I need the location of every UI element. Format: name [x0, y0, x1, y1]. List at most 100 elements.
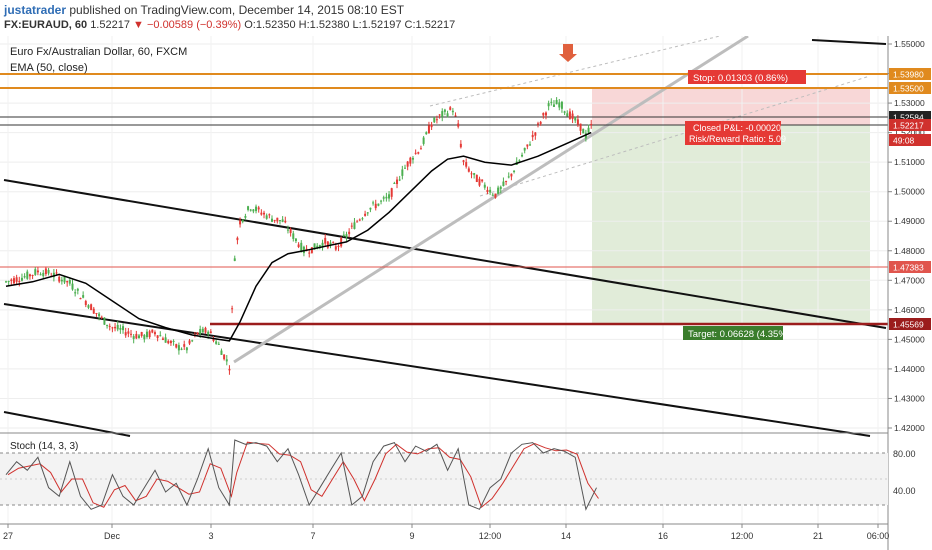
candle-body [369, 207, 372, 210]
price-box [889, 134, 931, 146]
candle-body [300, 242, 303, 252]
candle-body [590, 123, 593, 125]
candle-body [36, 270, 39, 273]
candle-body [108, 325, 111, 327]
candle-body [372, 202, 375, 204]
candle-body [433, 117, 436, 123]
candle-body [271, 218, 273, 222]
price-axis[interactable]: 1.550001.540001.530001.520001.510001.500… [888, 39, 925, 433]
candle-body [278, 220, 281, 222]
candle-body [204, 327, 207, 333]
support-trendline [233, 36, 749, 364]
candle-body [388, 194, 391, 199]
price-tick-label: 1.43000 [894, 393, 925, 403]
candle-body [518, 160, 521, 162]
candle-body [568, 111, 571, 119]
open-label: O: [244, 19, 256, 31]
candle-body [361, 218, 364, 220]
price-box-label: 1.52217 [893, 121, 924, 131]
price-box-label: 1.47383 [893, 263, 924, 273]
candle-body [209, 331, 212, 334]
candle-body [111, 327, 114, 329]
candle-body [475, 174, 478, 182]
candle-body [207, 331, 210, 335]
candle-body [156, 335, 159, 339]
candle-body [47, 269, 50, 274]
candle-body [348, 231, 351, 235]
candle-body [172, 340, 175, 342]
time-axis[interactable]: 27 Dec 3 7 9 12:00 14 16 12:00 21 06:00 [3, 524, 889, 541]
candle-body [497, 187, 500, 194]
candle-body [281, 219, 284, 222]
candle-body [313, 243, 316, 250]
candle-body [326, 241, 329, 248]
candle-body [342, 234, 345, 237]
candle-body [82, 295, 85, 298]
candle-body [257, 207, 260, 210]
candle-body [15, 277, 18, 282]
candle-body [457, 123, 460, 127]
candle-body [7, 280, 10, 282]
candle-body [396, 179, 399, 185]
candle-body [130, 333, 133, 335]
channel-upper-dashed [429, 36, 721, 107]
candle-body [223, 354, 226, 360]
time-tick-label: 06:00 [867, 531, 890, 541]
candle-body [406, 161, 409, 167]
target-label-box [683, 326, 783, 340]
time-tick-label: 16 [658, 531, 668, 541]
close-value: 1.52217 [415, 19, 456, 31]
candle-body [380, 200, 383, 202]
stoch-k-line [5, 439, 597, 511]
candle-body [297, 244, 300, 248]
open-value: 1.52350 [255, 19, 296, 31]
candle-body [310, 247, 313, 253]
candle-body [212, 338, 215, 341]
candle-body [5, 281, 7, 283]
candle-body [382, 197, 385, 199]
price-box [889, 82, 931, 94]
candle-body [159, 335, 162, 337]
price-box [889, 318, 931, 330]
candle-body [438, 114, 441, 116]
publisher-line: justatrader published on TradingView.com… [4, 3, 404, 17]
candle-body [255, 206, 258, 212]
candle-body [502, 181, 505, 186]
candle-body [337, 245, 340, 248]
price-box-label: 1.52584 [893, 113, 924, 123]
candle-body [302, 246, 305, 254]
candle-body [409, 157, 412, 164]
candle-body [486, 189, 489, 193]
last-price: 1.52217 [90, 19, 130, 31]
candle-body [483, 184, 486, 188]
candle-body [249, 209, 252, 211]
change-arrow-icon: ▼ [133, 19, 144, 31]
time-tick-label: 14 [561, 531, 571, 541]
price-chart[interactable]: Euro Fx/Australian Dollar, 60, FXCM EMA … [0, 36, 932, 550]
candle-body [294, 238, 297, 242]
candle-body [153, 332, 156, 335]
candle-body [462, 160, 465, 162]
candle-body [98, 313, 101, 317]
time-tick-label: 27 [3, 531, 13, 541]
candle-body [215, 341, 218, 344]
candle-body [467, 168, 470, 172]
time-tick-label: 9 [409, 531, 414, 541]
candle-body [584, 133, 587, 139]
publisher-username[interactable]: justatrader [4, 3, 67, 17]
candle-body [183, 344, 186, 347]
candle-body [66, 281, 69, 283]
candle-body [63, 276, 66, 283]
candle-body [286, 229, 289, 231]
candle-body [430, 124, 433, 128]
candle-body [350, 225, 353, 227]
candle-body [169, 341, 172, 344]
candle-body [422, 137, 425, 144]
candle-body [247, 206, 250, 210]
candle-body [542, 112, 545, 116]
time-tick-label: Dec [104, 531, 121, 541]
price-tick-label: 1.42000 [894, 423, 925, 433]
candle-body [443, 109, 446, 112]
candle-body [90, 304, 93, 311]
candle-body [74, 292, 77, 294]
